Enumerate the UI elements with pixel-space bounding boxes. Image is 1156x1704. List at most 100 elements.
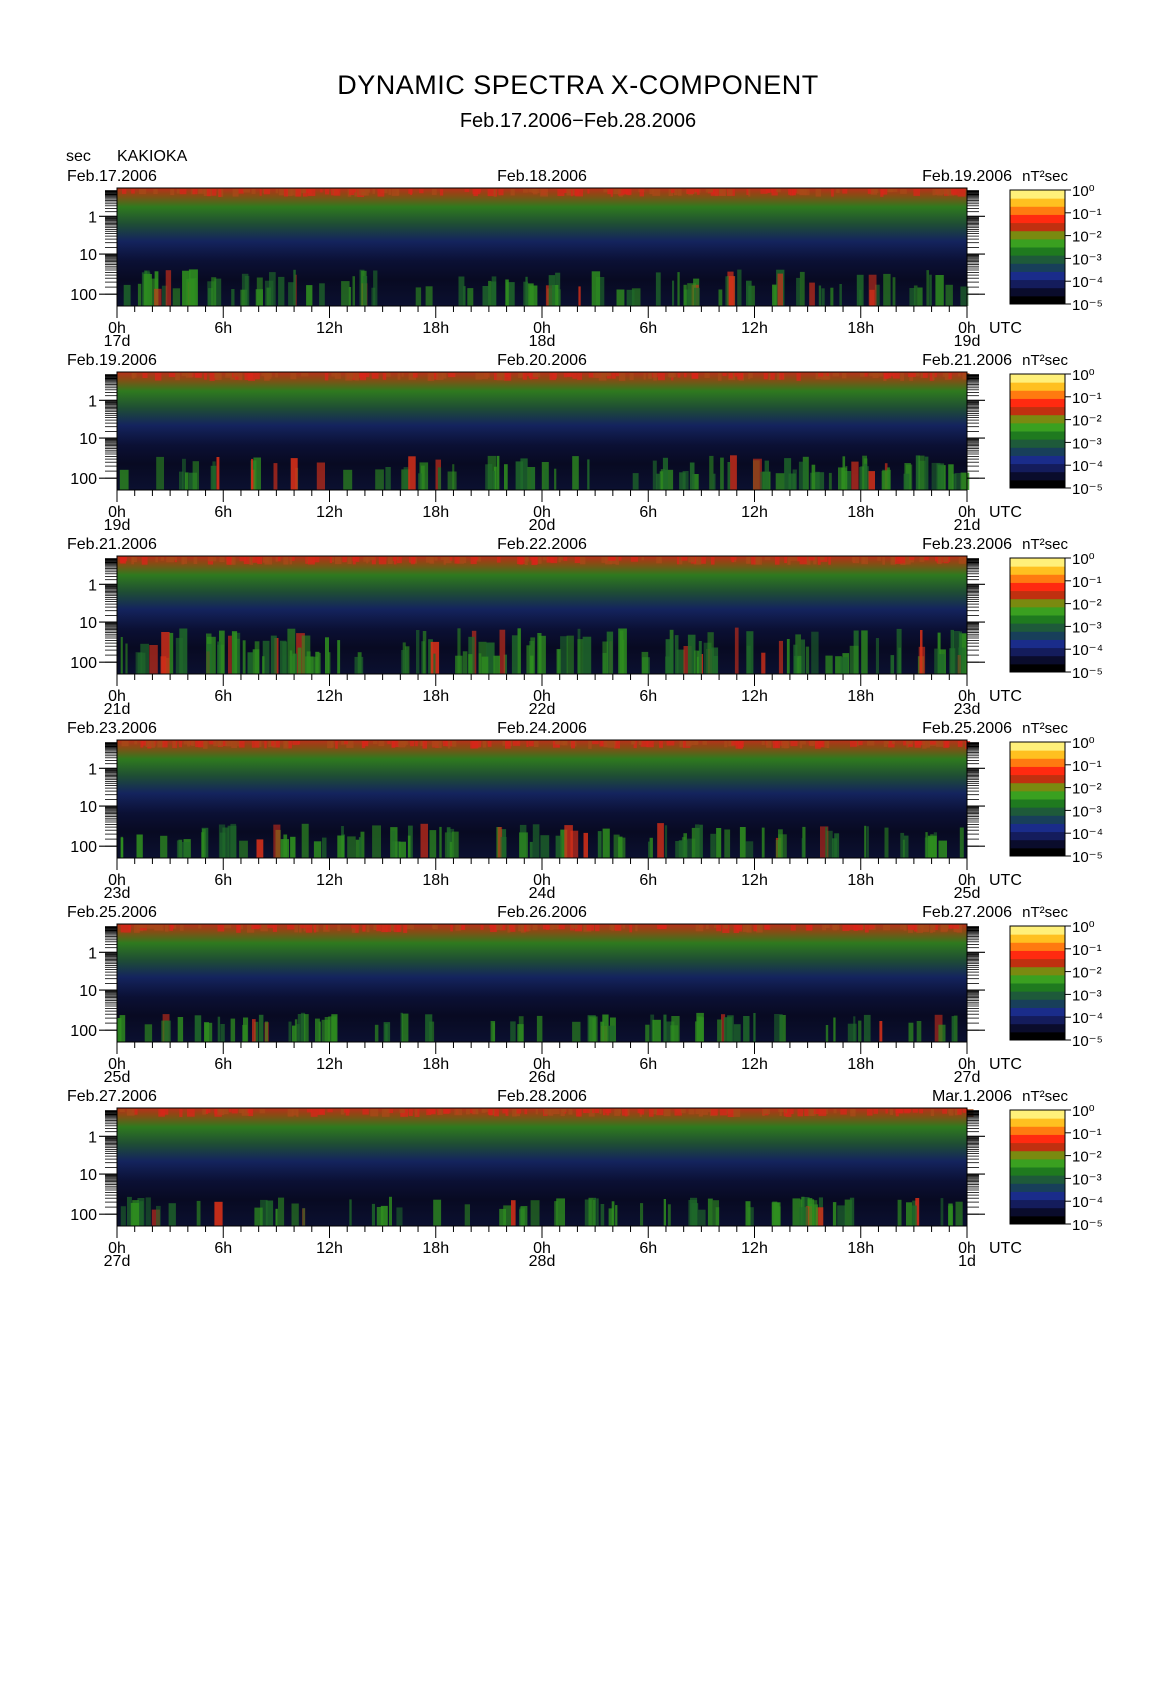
activity-burst	[809, 1203, 813, 1226]
high-frequency-noise	[139, 189, 147, 195]
spectrogram-panel-1	[116, 187, 969, 307]
high-frequency-noise	[842, 925, 850, 931]
colorbar-label: 10⁻³	[1072, 803, 1102, 820]
high-frequency-noise	[354, 373, 359, 381]
y-tick-label: 100	[70, 1207, 97, 1224]
high-frequency-noise	[516, 1109, 522, 1114]
activity-burst	[619, 630, 624, 674]
colorbar-frame	[1009, 1109, 1066, 1225]
high-frequency-noise	[663, 1109, 671, 1117]
high-frequency-noise	[728, 373, 733, 379]
high-frequency-noise	[283, 557, 289, 565]
activity-burst	[496, 455, 500, 490]
high-frequency-noise	[181, 373, 187, 377]
high-frequency-noise	[831, 189, 834, 197]
high-frequency-noise	[888, 741, 895, 748]
activity-burst	[840, 657, 849, 674]
colorbar-band	[1010, 1126, 1065, 1135]
activity-burst	[709, 455, 714, 490]
colorbar-band	[1010, 1134, 1065, 1144]
activity-burst	[835, 656, 842, 674]
colorbar-label: 10⁻²	[1072, 781, 1102, 798]
high-frequency-noise	[731, 741, 739, 746]
high-frequency-noise	[194, 373, 202, 378]
activity-burst	[582, 636, 592, 674]
activity-burst	[255, 289, 263, 306]
colorbar-band	[1010, 1167, 1065, 1176]
colorbar-label: 10⁻¹	[1072, 1126, 1102, 1143]
activity-burst	[699, 824, 703, 858]
activity-burst	[655, 272, 661, 306]
colorbar-label: 10⁻⁵	[1072, 481, 1103, 498]
high-frequency-noise	[443, 557, 446, 565]
high-frequency-noise	[605, 1109, 612, 1114]
activity-burst	[439, 826, 442, 858]
activity-burst	[600, 1204, 605, 1226]
colorbar-label: 10⁰	[1072, 367, 1095, 384]
activity-burst	[358, 837, 362, 858]
high-frequency-noise	[447, 741, 451, 749]
high-frequency-noise	[347, 557, 352, 564]
high-frequency-noise	[949, 925, 952, 929]
activity-burst	[747, 1207, 754, 1226]
high-frequency-noise	[193, 557, 198, 564]
high-frequency-noise	[209, 373, 215, 381]
high-frequency-noise	[442, 373, 447, 379]
high-frequency-noise	[237, 925, 241, 930]
high-frequency-noise	[348, 189, 355, 195]
high-frequency-noise	[507, 925, 511, 933]
high-frequency-noise	[247, 373, 254, 378]
colorbar-label: 10⁻²	[1072, 1149, 1102, 1166]
high-frequency-noise	[371, 373, 375, 379]
activity-burst	[663, 1014, 667, 1042]
high-frequency-noise	[695, 925, 704, 932]
high-frequency-noise	[818, 373, 824, 377]
x-tick-label: 6h	[639, 1240, 657, 1257]
colorbar-band	[1010, 742, 1065, 751]
high-frequency-noise	[307, 557, 315, 565]
colorbar-band	[1010, 414, 1065, 424]
day-label: 18d	[529, 333, 556, 350]
activity-burst	[934, 648, 939, 674]
high-frequency-noise	[275, 373, 278, 378]
high-frequency-noise	[935, 741, 944, 747]
high-frequency-noise	[698, 1109, 703, 1117]
high-frequency-noise	[271, 741, 275, 746]
high-frequency-noise	[711, 557, 715, 565]
high-frequency-noise	[463, 557, 467, 563]
high-frequency-noise	[915, 741, 919, 746]
activity-burst	[532, 824, 540, 858]
panel-date-mid: Feb.28.2006	[497, 1088, 587, 1105]
high-frequency-noise	[677, 189, 682, 196]
high-frequency-noise	[165, 925, 169, 932]
high-frequency-noise	[627, 189, 631, 196]
high-frequency-noise	[679, 741, 685, 748]
activity-burst	[606, 631, 614, 674]
activity-burst	[849, 645, 859, 674]
high-frequency-noise	[261, 373, 266, 377]
high-frequency-noise	[138, 925, 147, 929]
activity-burst	[265, 1200, 274, 1226]
activity-burst	[493, 655, 500, 674]
colorbar-label: 10⁰	[1072, 183, 1095, 200]
high-frequency-noise	[592, 1109, 595, 1113]
activity-burst	[304, 1014, 309, 1042]
colorbar-label: 10⁻⁵	[1072, 297, 1103, 314]
high-frequency-noise	[577, 1109, 581, 1117]
x-tick-label: 12h	[316, 1056, 343, 1073]
activity-burst	[290, 836, 296, 858]
high-frequency-noise	[532, 557, 538, 565]
activity-burst	[611, 1201, 615, 1226]
x-tick-label: 0h	[108, 320, 126, 337]
high-frequency-noise	[766, 741, 772, 748]
high-frequency-noise	[860, 373, 865, 377]
activity-burst	[331, 1014, 338, 1042]
high-frequency-noise	[482, 741, 487, 748]
high-frequency-noise	[325, 189, 330, 195]
high-frequency-noise	[643, 373, 646, 380]
high-frequency-noise	[560, 741, 566, 746]
activity-burst	[156, 1205, 161, 1226]
high-frequency-noise	[301, 373, 309, 377]
colorbar-band	[1010, 566, 1065, 575]
